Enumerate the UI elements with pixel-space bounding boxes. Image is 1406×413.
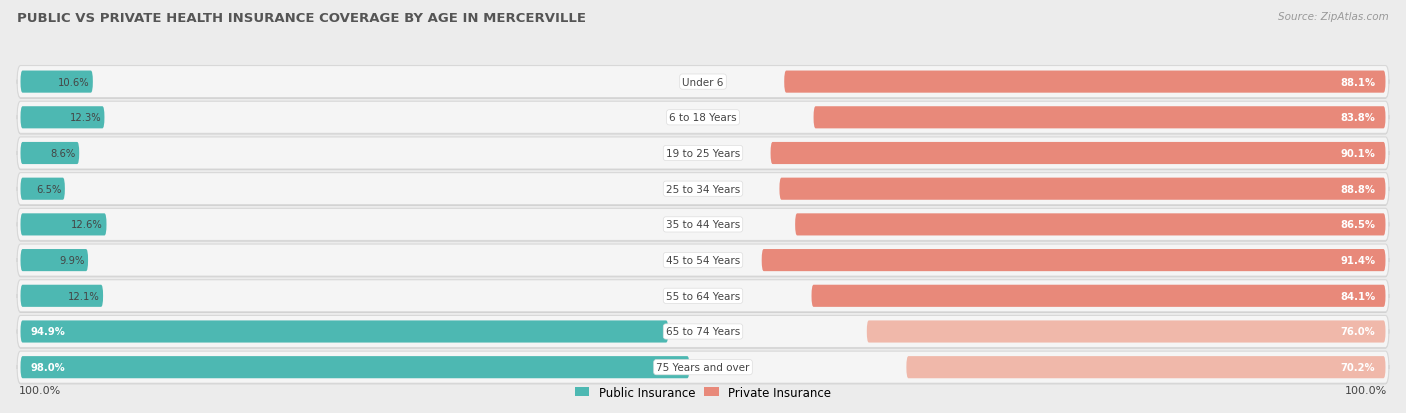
FancyBboxPatch shape xyxy=(811,285,1385,307)
FancyBboxPatch shape xyxy=(762,249,1385,271)
FancyBboxPatch shape xyxy=(770,142,1385,165)
Text: 88.8%: 88.8% xyxy=(1340,184,1375,194)
FancyBboxPatch shape xyxy=(17,139,1389,171)
Text: 84.1%: 84.1% xyxy=(1340,291,1375,301)
Text: 10.6%: 10.6% xyxy=(58,77,90,88)
Text: Source: ZipAtlas.com: Source: ZipAtlas.com xyxy=(1278,12,1389,22)
FancyBboxPatch shape xyxy=(21,285,103,307)
FancyBboxPatch shape xyxy=(779,178,1385,200)
Text: 35 to 44 Years: 35 to 44 Years xyxy=(666,220,740,230)
FancyBboxPatch shape xyxy=(907,356,1385,378)
Text: 6.5%: 6.5% xyxy=(37,184,62,194)
FancyBboxPatch shape xyxy=(21,356,689,378)
Text: 90.1%: 90.1% xyxy=(1340,149,1375,159)
FancyBboxPatch shape xyxy=(17,351,1389,383)
Text: 12.3%: 12.3% xyxy=(69,113,101,123)
FancyBboxPatch shape xyxy=(785,71,1385,93)
Text: PUBLIC VS PRIVATE HEALTH INSURANCE COVERAGE BY AGE IN MERCERVILLE: PUBLIC VS PRIVATE HEALTH INSURANCE COVER… xyxy=(17,12,586,25)
FancyBboxPatch shape xyxy=(21,249,89,271)
FancyBboxPatch shape xyxy=(17,174,1389,206)
Text: 91.4%: 91.4% xyxy=(1340,256,1375,266)
Text: 65 to 74 Years: 65 to 74 Years xyxy=(666,327,740,337)
FancyBboxPatch shape xyxy=(17,66,1389,98)
FancyBboxPatch shape xyxy=(17,173,1389,205)
FancyBboxPatch shape xyxy=(21,71,93,93)
Text: 55 to 64 Years: 55 to 64 Years xyxy=(666,291,740,301)
Text: Under 6: Under 6 xyxy=(682,77,724,88)
Text: 70.2%: 70.2% xyxy=(1340,362,1375,372)
Legend: Public Insurance, Private Insurance: Public Insurance, Private Insurance xyxy=(575,386,831,399)
FancyBboxPatch shape xyxy=(17,280,1389,312)
FancyBboxPatch shape xyxy=(814,107,1385,129)
FancyBboxPatch shape xyxy=(21,214,107,236)
FancyBboxPatch shape xyxy=(17,138,1389,170)
FancyBboxPatch shape xyxy=(21,320,668,343)
FancyBboxPatch shape xyxy=(17,316,1389,348)
FancyBboxPatch shape xyxy=(17,352,1389,385)
Text: 83.8%: 83.8% xyxy=(1340,113,1375,123)
FancyBboxPatch shape xyxy=(17,209,1389,241)
FancyBboxPatch shape xyxy=(21,142,79,165)
FancyBboxPatch shape xyxy=(17,67,1389,100)
Text: 45 to 54 Years: 45 to 54 Years xyxy=(666,256,740,266)
FancyBboxPatch shape xyxy=(17,210,1389,242)
Text: 6 to 18 Years: 6 to 18 Years xyxy=(669,113,737,123)
FancyBboxPatch shape xyxy=(796,214,1385,236)
Text: 88.1%: 88.1% xyxy=(1340,77,1375,88)
FancyBboxPatch shape xyxy=(17,281,1389,313)
FancyBboxPatch shape xyxy=(17,244,1389,276)
Text: 12.6%: 12.6% xyxy=(72,220,103,230)
Text: 25 to 34 Years: 25 to 34 Years xyxy=(666,184,740,194)
FancyBboxPatch shape xyxy=(17,103,1389,135)
Text: 9.9%: 9.9% xyxy=(59,256,84,266)
FancyBboxPatch shape xyxy=(21,107,104,129)
Text: 19 to 25 Years: 19 to 25 Years xyxy=(666,149,740,159)
Text: 12.1%: 12.1% xyxy=(67,291,100,301)
Text: 100.0%: 100.0% xyxy=(1346,385,1388,395)
FancyBboxPatch shape xyxy=(17,102,1389,134)
Text: 98.0%: 98.0% xyxy=(31,362,66,372)
Text: 76.0%: 76.0% xyxy=(1340,327,1375,337)
FancyBboxPatch shape xyxy=(868,320,1385,343)
Text: 75 Years and over: 75 Years and over xyxy=(657,362,749,372)
FancyBboxPatch shape xyxy=(17,317,1389,349)
Text: 94.9%: 94.9% xyxy=(31,327,66,337)
FancyBboxPatch shape xyxy=(17,245,1389,278)
FancyBboxPatch shape xyxy=(21,178,65,200)
Text: 86.5%: 86.5% xyxy=(1340,220,1375,230)
Text: 100.0%: 100.0% xyxy=(18,385,60,395)
Text: 8.6%: 8.6% xyxy=(51,149,76,159)
